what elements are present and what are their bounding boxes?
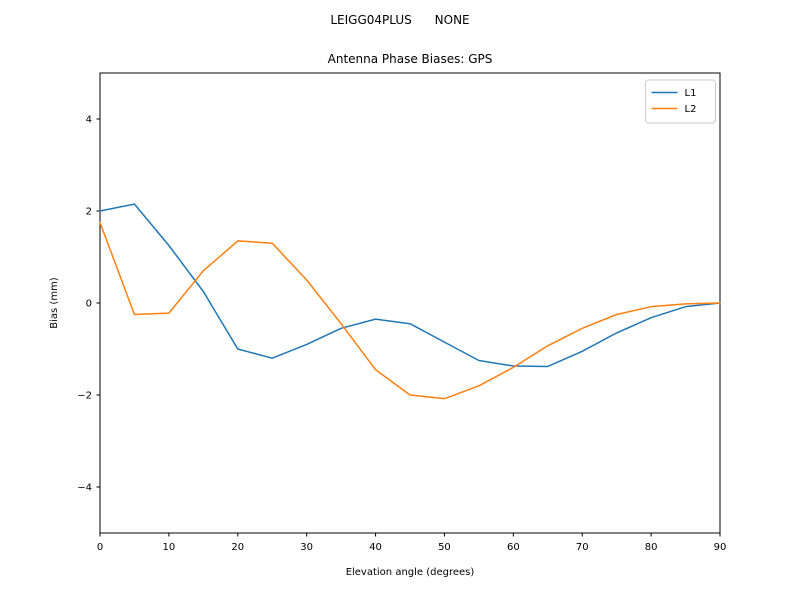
x-tick-label: 80 [645, 542, 658, 553]
y-tick-label: 4 [86, 115, 92, 126]
y-axis-label: Bias (mm) [49, 277, 60, 329]
y-tick-label: −2 [77, 391, 92, 402]
chart-title: Antenna Phase Biases: GPS [328, 52, 493, 66]
series-line-l1 [99, 203, 721, 368]
plot-area: 0 10 20 30 40 50 60 70 80 90 −4 −2 0 2 4 [77, 72, 727, 553]
x-tick-label: 60 [507, 542, 520, 553]
x-tick-label: 20 [231, 542, 244, 553]
x-tick-label: 70 [576, 542, 589, 553]
figure-suptitle: LEIGG04PLUS NONE [330, 13, 469, 27]
legend-label-l1: L1 [685, 88, 697, 99]
series-line-l2 [99, 221, 721, 400]
x-tick-label: 90 [714, 542, 727, 553]
x-tick-label: 40 [369, 542, 382, 553]
x-tick-label: 30 [300, 542, 313, 553]
legend-box [645, 79, 716, 124]
x-tick-label: 0 [97, 542, 103, 553]
y-tick-label: 0 [86, 299, 92, 310]
axes-frame [99, 72, 721, 534]
y-tick-label: −4 [77, 483, 92, 494]
x-tick-label: 50 [438, 542, 451, 553]
x-tick-label: 10 [163, 542, 176, 553]
legend-label-l2: L2 [685, 104, 697, 115]
series-lines [99, 203, 721, 400]
x-axis-label: Elevation angle (degrees) [346, 567, 475, 578]
y-tick-label: 2 [86, 207, 92, 218]
